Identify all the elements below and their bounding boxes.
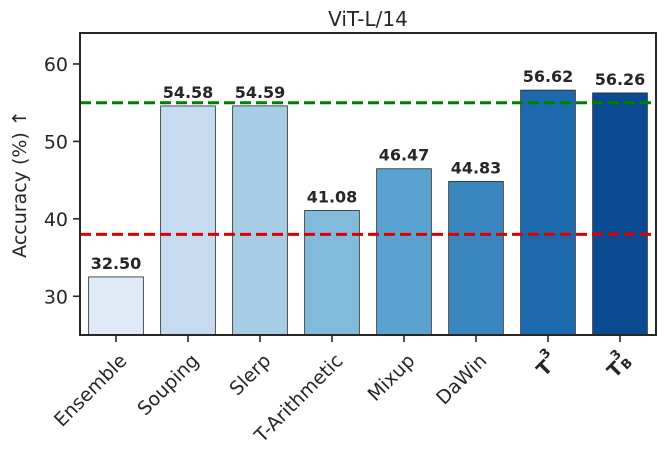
bar-dawin [448,181,504,336]
value-label-dawin: 44.83 [451,158,502,177]
bar-t3 [520,89,576,336]
x-tick-label-souping: Souping [133,350,203,420]
plot-frame [79,32,657,336]
bar-mixup [376,168,432,336]
value-label-t3: 56.62 [523,67,574,86]
x-tick-label-ensemble: Ensemble [50,350,131,431]
x-tick-label-dawin: DaWin [432,350,491,409]
y-tick-label-50: 50 [44,131,68,153]
bar-slerp [232,105,288,336]
value-label-t3b: 56.26 [595,70,646,89]
value-label-ensemble: 32.50 [91,254,142,273]
bar-t-arithmetic [304,210,360,336]
chart-title: ViT-L/14 [328,7,408,31]
bar-souping [160,105,216,336]
x-tick-label-t3: T3 [528,345,563,380]
x-tick-label-mixup: Mixup [363,350,419,406]
bar-t3b [592,92,648,336]
value-label-souping: 54.58 [163,83,214,102]
y-axis-label: Accuracy (%) ↑ [9,110,31,258]
value-label-mixup: 46.47 [379,146,430,165]
plot-area: 32.50 54.58 54.59 41.08 46.47 44.83 56.62 56.26… [44,32,657,447]
y-tick-label-40: 40 [44,209,68,231]
value-label-t-arithmetic: 41.08 [307,187,358,206]
x-tick-label-t3b: T3B [599,345,636,382]
y-tick-label-30: 30 [44,286,68,308]
bar-ensemble [88,276,144,336]
y-tick-label-60: 60 [44,54,68,76]
x-tick-label-slerp: Slerp [225,350,275,400]
value-label-slerp: 54.59 [235,83,286,102]
